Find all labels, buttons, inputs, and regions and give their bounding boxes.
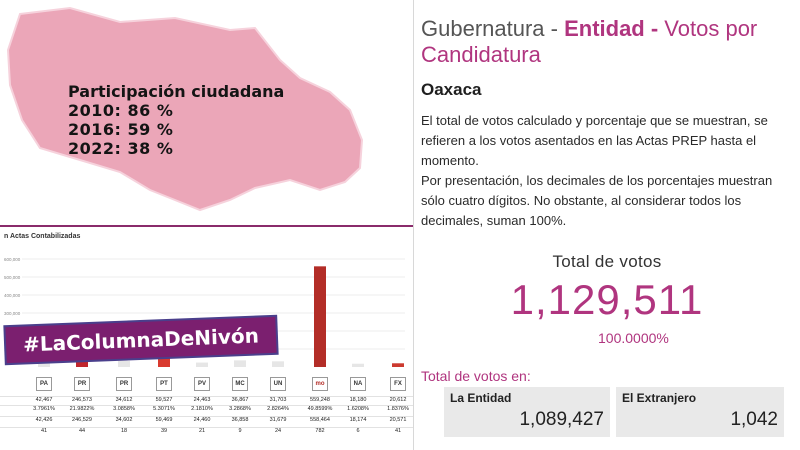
- title-votos: Votos por Candidatura: [421, 16, 758, 67]
- table-cell: 59,527: [155, 397, 173, 403]
- table-cell: 31,679: [269, 417, 287, 423]
- total-votes-label: Total de votos: [552, 252, 662, 271]
- breakdown-label: Total de votos en:: [421, 368, 531, 384]
- party-logo-icon: PR: [74, 377, 90, 391]
- table-cell: 49.8599%: [307, 406, 333, 412]
- table-cell: 34,602: [115, 417, 133, 423]
- table-cell: 24,463: [193, 397, 211, 403]
- table-cell: 3.2868%: [229, 406, 251, 412]
- party-logo-icon: PV: [194, 377, 210, 391]
- table-cell: 24,460: [193, 417, 211, 423]
- table-cell: 36,867: [231, 397, 249, 403]
- y-tick-label: 600,000: [4, 257, 21, 262]
- bar: [352, 363, 364, 367]
- bar: [196, 362, 208, 367]
- table-cell: 41: [394, 428, 402, 434]
- bar: [272, 361, 284, 367]
- table-cell: 246,573: [72, 397, 92, 403]
- extranjero-value: 1,042: [730, 409, 778, 430]
- bar: [234, 360, 246, 367]
- title-entidad: Entidad -: [564, 16, 665, 41]
- table-cell: 1.8376%: [387, 406, 409, 412]
- info-paragraph: El total de votos calculado y porcentaje…: [421, 111, 791, 231]
- table-cell: 782: [315, 428, 325, 434]
- participation-2016: 2016: 59 %: [68, 120, 174, 139]
- party-logo-icon: FX: [390, 377, 406, 391]
- results-panel: Gubernatura - Entidad - Votos por Candid…: [414, 0, 800, 450]
- info-text-2: Por presentación, los decimales de los p…: [421, 173, 773, 228]
- table-row: 42,426 246,529 34,602 59,469 24,460 36,858 31,…: [0, 416, 413, 426]
- table-cell: 18,180: [349, 397, 367, 403]
- table-cell: 3.7961%: [33, 406, 55, 412]
- table-cell: 21: [198, 428, 206, 434]
- party-logo-icon: mo: [312, 377, 328, 391]
- table-row: 3.7961% 21.9822% 3.0858% 5.3071% 2.1810% 3.28…: [0, 405, 413, 415]
- total-votes-value: 1,129,511: [510, 276, 704, 323]
- table-cell: 44: [78, 428, 86, 434]
- table-cell: 42,426: [35, 417, 53, 423]
- party-logo-icon: NA: [350, 377, 366, 391]
- table-cell: 6: [356, 428, 360, 434]
- page-title: Gubernatura - Entidad - Votos por Candid…: [421, 16, 793, 68]
- participation-2022: 2022: 38 %: [68, 139, 174, 158]
- chart-title: n Actas Contabilizadas: [4, 233, 81, 240]
- table-cell: 39: [160, 428, 168, 434]
- table-cell: 42,467: [35, 397, 53, 403]
- total-votes-percent: 100.0000%: [598, 330, 669, 346]
- party-logo-icon: MC: [232, 377, 248, 391]
- table-cell: 36,858: [231, 417, 249, 423]
- table-cell: 2.1810%: [191, 406, 213, 412]
- table-cell: 34,612: [115, 397, 133, 403]
- participation-title: Participación ciudadana: [68, 82, 285, 101]
- table-cell: 246,529: [72, 417, 92, 423]
- table-cell: 21.9822%: [69, 406, 95, 412]
- bar: [392, 363, 404, 367]
- table-cell: 5.3071%: [153, 406, 175, 412]
- bar: [314, 266, 326, 367]
- entidad-value: 1,089,427: [519, 409, 604, 430]
- participation-text: Participación ciudadana 2010: 86 % 2016:…: [68, 82, 284, 158]
- party-logo-icon: PA: [36, 377, 52, 391]
- y-tick-label: 500,000: [4, 275, 21, 280]
- table-cell: 31,703: [269, 397, 287, 403]
- table-cell: 1.6208%: [347, 406, 369, 412]
- table-row: 42,467 246,573 34,612 59,527 24,463 36,867 31,…: [0, 396, 413, 406]
- y-tick-label: 300,000: [4, 311, 21, 316]
- party-logo-icon: PT: [156, 377, 172, 391]
- table-cell: 559,248: [310, 397, 330, 403]
- table-cell: 20,612: [389, 397, 407, 403]
- bar: [38, 359, 50, 367]
- entidad-box: La Entidad 1,089,427: [444, 387, 610, 437]
- table-row: 41 44 18 39 21 9 24 782 6 41: [0, 427, 413, 437]
- state-name: Oaxaca: [421, 80, 482, 99]
- table-cell: 18: [120, 428, 128, 434]
- entidad-label: La Entidad: [450, 391, 512, 405]
- table-cell: 3.0858%: [113, 406, 135, 412]
- y-tick-label: 400,000: [4, 293, 21, 298]
- divider-line: [0, 225, 413, 227]
- bar: [118, 360, 130, 367]
- participation-2010: 2010: 86 %: [68, 101, 174, 120]
- extranjero-box: El Extranjero 1,042: [616, 387, 784, 437]
- table-cell: 20,571: [389, 417, 407, 423]
- oaxaca-map-shape: [6, 6, 364, 212]
- party-logo-icon: PR: [116, 377, 132, 391]
- extranjero-label: El Extranjero: [622, 391, 697, 405]
- table-cell: 9: [238, 428, 242, 434]
- bar: [158, 356, 170, 367]
- table-cell: 558,464: [310, 417, 330, 423]
- table-cell: 24: [274, 428, 282, 434]
- party-logo-icon: UN: [270, 377, 286, 391]
- table-cell: 2.8264%: [267, 406, 289, 412]
- oaxaca-map-image: Participación ciudadana 2010: 86 % 2016:…: [0, 0, 413, 225]
- table-cell: 18,174: [349, 417, 367, 423]
- title-gubernatura: Gubernatura -: [421, 16, 565, 41]
- left-image-panel: Participación ciudadana 2010: 86 % 2016:…: [0, 0, 413, 437]
- info-text-1: El total de votos calculado y porcentaje…: [421, 113, 768, 168]
- table-cell: 59,469: [155, 417, 173, 423]
- table-cell: 41: [40, 428, 48, 434]
- panel-separator: [413, 0, 414, 450]
